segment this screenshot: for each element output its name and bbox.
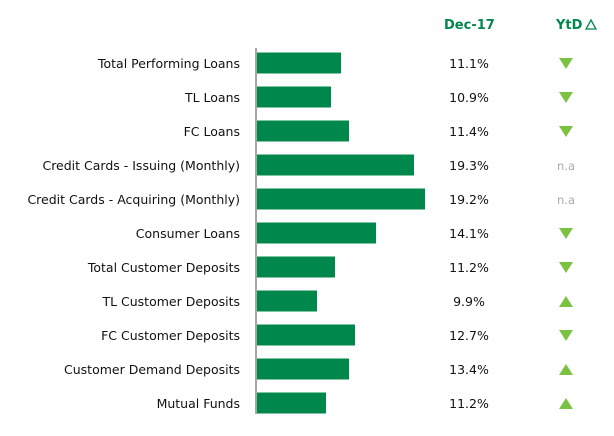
trend-down-icon bbox=[559, 92, 573, 103]
trend-down-icon bbox=[559, 126, 573, 137]
column-header-ytd: YtD bbox=[556, 18, 598, 33]
trend-up-icon bbox=[559, 398, 573, 409]
value-label: 14.1% bbox=[449, 226, 489, 241]
delta-icon bbox=[585, 18, 598, 33]
bar bbox=[257, 290, 317, 312]
value-label: 13.4% bbox=[449, 362, 489, 377]
na-label: n.a bbox=[557, 193, 575, 207]
value-label: 11.4% bbox=[449, 124, 489, 139]
trend-down-icon bbox=[559, 58, 573, 69]
bar bbox=[257, 392, 326, 414]
bar bbox=[257, 324, 355, 346]
value-label: 11.2% bbox=[449, 396, 489, 411]
bar bbox=[257, 52, 341, 74]
category-label: Customer Demand Deposits bbox=[64, 362, 240, 377]
bar bbox=[257, 358, 349, 380]
bar bbox=[257, 222, 376, 244]
trend-down-icon bbox=[559, 228, 573, 239]
category-label: FC Customer Deposits bbox=[101, 328, 240, 343]
value-label: 11.2% bbox=[449, 260, 489, 275]
value-label: 10.9% bbox=[449, 90, 489, 105]
category-label: Total Customer Deposits bbox=[87, 260, 240, 275]
value-label: 19.3% bbox=[449, 158, 489, 173]
na-label: n.a bbox=[557, 159, 575, 173]
bar bbox=[257, 256, 335, 278]
category-label: Total Performing Loans bbox=[97, 56, 240, 71]
value-label: 11.1% bbox=[449, 56, 489, 71]
category-label: Credit Cards - Issuing (Monthly) bbox=[42, 158, 240, 173]
category-label: TL Loans bbox=[184, 90, 240, 105]
category-label: Credit Cards - Acquiring (Monthly) bbox=[27, 192, 240, 207]
category-label: Consumer Loans bbox=[136, 226, 240, 241]
bar bbox=[257, 154, 414, 176]
bar bbox=[257, 120, 349, 142]
bar bbox=[257, 86, 331, 108]
category-label: FC Loans bbox=[184, 124, 240, 139]
column-header-date: Dec-17 bbox=[444, 18, 495, 33]
value-label: 9.9% bbox=[453, 294, 485, 309]
trend-down-icon bbox=[559, 262, 573, 273]
ytd-label: YtD bbox=[556, 18, 583, 33]
category-label: Mutual Funds bbox=[157, 396, 240, 411]
value-label: 12.7% bbox=[449, 328, 489, 343]
trend-down-icon bbox=[559, 330, 573, 341]
trend-up-icon bbox=[559, 296, 573, 307]
value-label: 19.2% bbox=[449, 192, 489, 207]
bar bbox=[257, 188, 425, 210]
trend-up-icon bbox=[559, 364, 573, 375]
category-label: TL Customer Deposits bbox=[101, 294, 240, 309]
